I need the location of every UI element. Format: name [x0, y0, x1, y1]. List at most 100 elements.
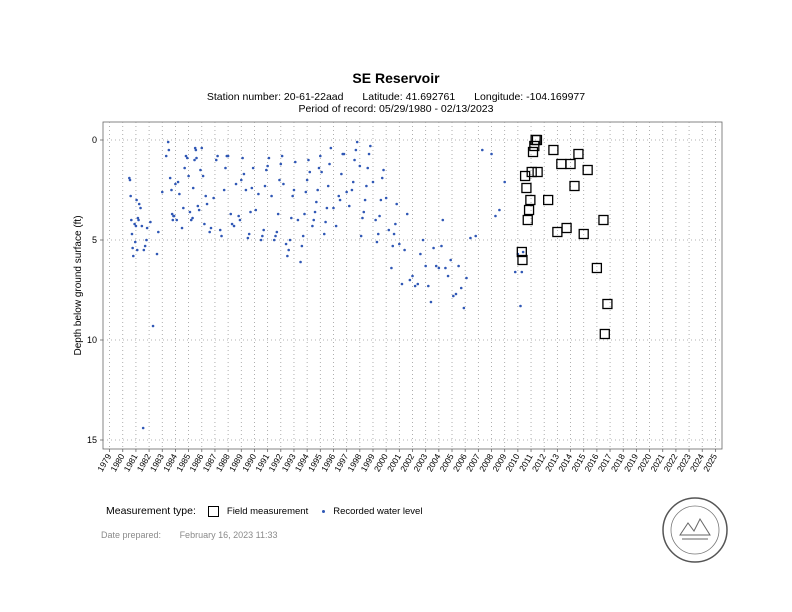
recorded-water-level-point	[454, 292, 458, 296]
y-axis-label: Depth below ground surface (ft)	[73, 215, 84, 355]
recorded-water-level-point	[490, 152, 493, 156]
recorded-water-level-point	[187, 174, 190, 178]
recorded-water-level-point	[241, 156, 244, 160]
state-engineer-seal-icon	[662, 497, 728, 563]
field-measurement-point	[591, 262, 603, 274]
legend-recorded-label: Recorded water level	[333, 505, 423, 517]
recorded-water-level-point	[424, 264, 427, 268]
recorded-water-level-point	[185, 156, 189, 160]
recorded-water-level-point	[280, 154, 284, 158]
recorded-water-level-point	[392, 232, 396, 236]
recorded-water-level-point	[246, 236, 250, 240]
recorded-water-level-point	[405, 212, 409, 216]
recorded-water-level-point	[465, 276, 468, 280]
recorded-water-level-point	[304, 190, 308, 194]
recorded-water-level-point	[238, 218, 242, 222]
recorded-water-level-point	[259, 238, 263, 242]
recorded-water-level-point	[342, 152, 346, 156]
recorded-water-level-point	[325, 206, 329, 210]
recorded-water-level-point	[244, 188, 248, 192]
recorded-water-level-point	[432, 246, 435, 250]
chart-title: SE Reservoir	[352, 70, 440, 86]
station-number: Station number: 20-61-22aad	[206, 91, 344, 103]
recorded-water-level-point	[141, 426, 145, 430]
recorded-water-level-point	[441, 218, 445, 222]
recorded-water-level-point	[209, 226, 213, 230]
recorded-water-level-point	[395, 202, 398, 206]
recorded-water-level-point	[347, 204, 351, 208]
recorded-water-level-point	[222, 188, 226, 192]
recorded-water-level-point	[288, 238, 292, 242]
recorded-water-level-point	[135, 198, 138, 202]
field-measurement-point	[523, 204, 535, 216]
recorded-water-level-point	[262, 228, 265, 232]
field-measurement-point	[569, 180, 580, 192]
recorded-water-level-point	[142, 248, 146, 252]
recorded-water-level-point	[363, 198, 367, 202]
recorded-water-level-point	[498, 208, 501, 212]
recorded-water-level-point	[437, 266, 441, 270]
recorded-water-level-point	[337, 194, 341, 198]
recorded-water-level-point	[251, 166, 255, 170]
field-measurement-point	[531, 134, 543, 146]
recorded-water-level-point	[128, 176, 131, 180]
recorded-water-level-point	[145, 238, 148, 242]
recorded-water-level-point	[375, 240, 379, 244]
recorded-water-level-point	[292, 188, 296, 192]
recorded-water-level-point	[137, 218, 140, 222]
recorded-water-level-point	[250, 186, 254, 190]
recorded-water-level-point	[503, 180, 506, 184]
recorded-water-level-point	[284, 242, 288, 246]
recorded-water-level-point	[220, 234, 223, 238]
recorded-water-level-point	[391, 244, 395, 248]
recorded-water-level-point	[291, 194, 294, 198]
field-measurement-point	[543, 194, 554, 206]
recorded-water-level-point	[201, 174, 205, 178]
period-of-record: Period of record: 05/29/1980 - 02/13/202…	[298, 103, 494, 115]
recorded-water-level-point	[175, 218, 179, 222]
recorded-water-level-point	[301, 234, 305, 238]
field-measurement-point	[561, 222, 572, 234]
recorded-water-level-point	[367, 152, 371, 156]
field-measurement-point	[602, 298, 613, 310]
legend: Measurement type: Field measurement Reco…	[106, 505, 422, 517]
recorded-water-level-point	[140, 224, 144, 228]
recorded-water-level-point	[200, 146, 204, 150]
recorded-water-level-point	[413, 284, 417, 288]
recorded-water-level-point	[332, 206, 335, 210]
field-measurement-point	[565, 158, 576, 170]
recorded-water-level-point	[135, 248, 139, 252]
recorded-water-level-point	[459, 286, 463, 290]
recorded-water-level-point	[134, 224, 138, 228]
recorded-water-level-point	[324, 220, 327, 224]
recorded-water-level-point	[361, 216, 364, 220]
recorded-water-level-point	[275, 230, 279, 234]
recorded-water-level-point	[139, 206, 142, 210]
recorded-water-level-point	[276, 212, 280, 216]
recorded-water-level-point	[261, 234, 264, 238]
recorded-water-level-point	[189, 218, 193, 222]
recorded-water-level-point	[242, 172, 246, 176]
recorded-water-level-point	[226, 154, 230, 158]
recorded-water-level-point	[345, 190, 348, 194]
recorded-water-level-point	[151, 324, 155, 328]
recorded-water-level-point	[131, 246, 134, 250]
recorded-water-level-point	[234, 182, 238, 186]
recorded-water-level-point	[263, 184, 267, 188]
recorded-water-level-point	[274, 234, 277, 238]
date-prepared-value: February 16, 2023 11:33	[179, 530, 278, 540]
field-measurement-point	[578, 228, 589, 240]
recorded-water-level-point	[449, 258, 452, 262]
recorded-water-level-point	[267, 156, 271, 160]
recorded-water-level-point	[421, 238, 425, 242]
recorded-water-level-point	[239, 178, 243, 182]
recorded-water-level-point	[183, 166, 186, 170]
field-measurement-point	[598, 214, 609, 226]
recorded-water-level-point	[303, 212, 306, 216]
field-measurement-point	[582, 164, 593, 176]
field-measurement-point	[599, 328, 610, 340]
field-measurement-point	[517, 254, 528, 266]
recorded-water-level-point	[272, 238, 276, 242]
recorded-water-level-point	[208, 230, 211, 234]
recorded-water-level-point	[286, 254, 289, 258]
